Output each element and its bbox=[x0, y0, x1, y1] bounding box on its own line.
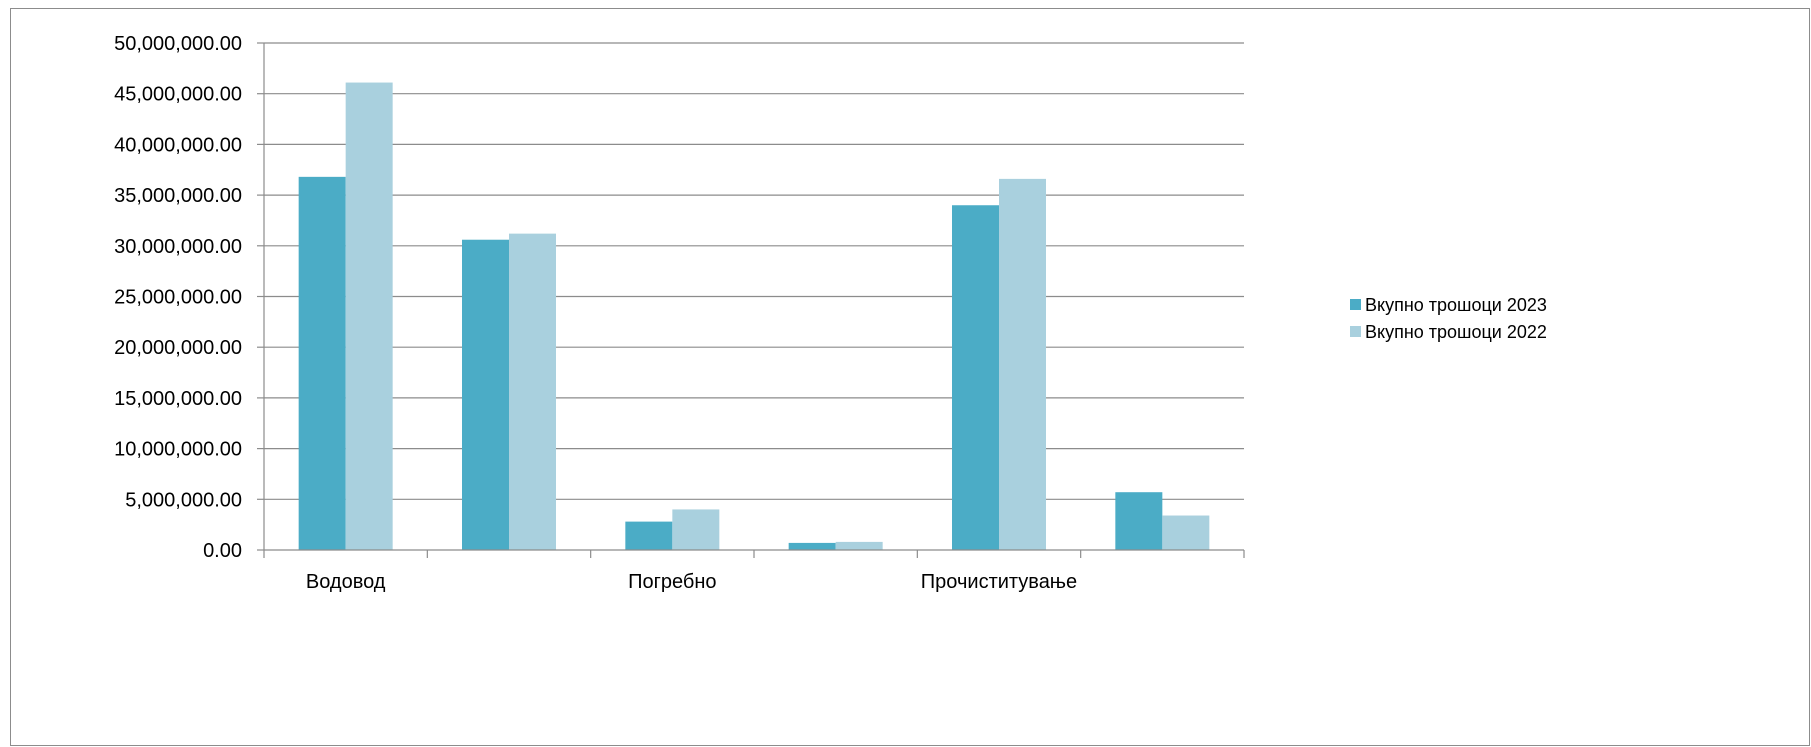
bar bbox=[672, 509, 720, 550]
x-tick-label: Погребно bbox=[628, 571, 716, 593]
bar bbox=[625, 521, 673, 550]
y-tick-label: 20,000,000.00 bbox=[114, 337, 242, 359]
x-tick-label: Водовод bbox=[306, 571, 386, 593]
y-tick-labels: 0.00 5,000,000.00 10,000,000.00 15,000,000.… bbox=[114, 33, 242, 562]
y-tick-label: 35,000,000.00 bbox=[114, 185, 242, 207]
legend-label: Вкупно трошоци 2022 bbox=[1365, 322, 1547, 342]
bar bbox=[345, 82, 393, 551]
x-tick-labels: Водовод Погребно Прочиститување bbox=[306, 571, 1077, 593]
bar bbox=[952, 205, 999, 551]
axes bbox=[257, 42, 1245, 558]
bar bbox=[298, 176, 346, 550]
bar bbox=[1115, 492, 1163, 550]
bar bbox=[1162, 515, 1210, 550]
x-tick-label: Прочиститување bbox=[921, 571, 1077, 593]
y-tick-label: 30,000,000.00 bbox=[114, 236, 242, 258]
legend: Вкупно трошоци 2023 Вкупно трошоци 2022 bbox=[1350, 295, 1547, 342]
y-tick-label: 25,000,000.00 bbox=[114, 287, 242, 309]
legend-swatch bbox=[1350, 299, 1361, 310]
y-tick-label: 40,000,000.00 bbox=[114, 134, 242, 156]
bar bbox=[509, 233, 556, 550]
y-tick-label: 5,000,000.00 bbox=[125, 489, 242, 511]
y-tick-label: 50,000,000.00 bbox=[114, 33, 242, 55]
bar bbox=[999, 178, 1046, 550]
legend-label: Вкупно трошоци 2023 bbox=[1365, 295, 1547, 315]
bars-group bbox=[298, 82, 1210, 551]
bar bbox=[462, 239, 509, 550]
bar bbox=[788, 542, 836, 550]
y-tick-label: 0.00 bbox=[203, 540, 242, 562]
y-tick-label: 15,000,000.00 bbox=[114, 388, 242, 410]
y-tick-label: 10,000,000.00 bbox=[114, 439, 242, 461]
bar bbox=[835, 541, 883, 550]
legend-swatch bbox=[1350, 326, 1361, 337]
gridlines bbox=[264, 42, 1244, 500]
y-tick-label: 45,000,000.00 bbox=[114, 84, 242, 106]
